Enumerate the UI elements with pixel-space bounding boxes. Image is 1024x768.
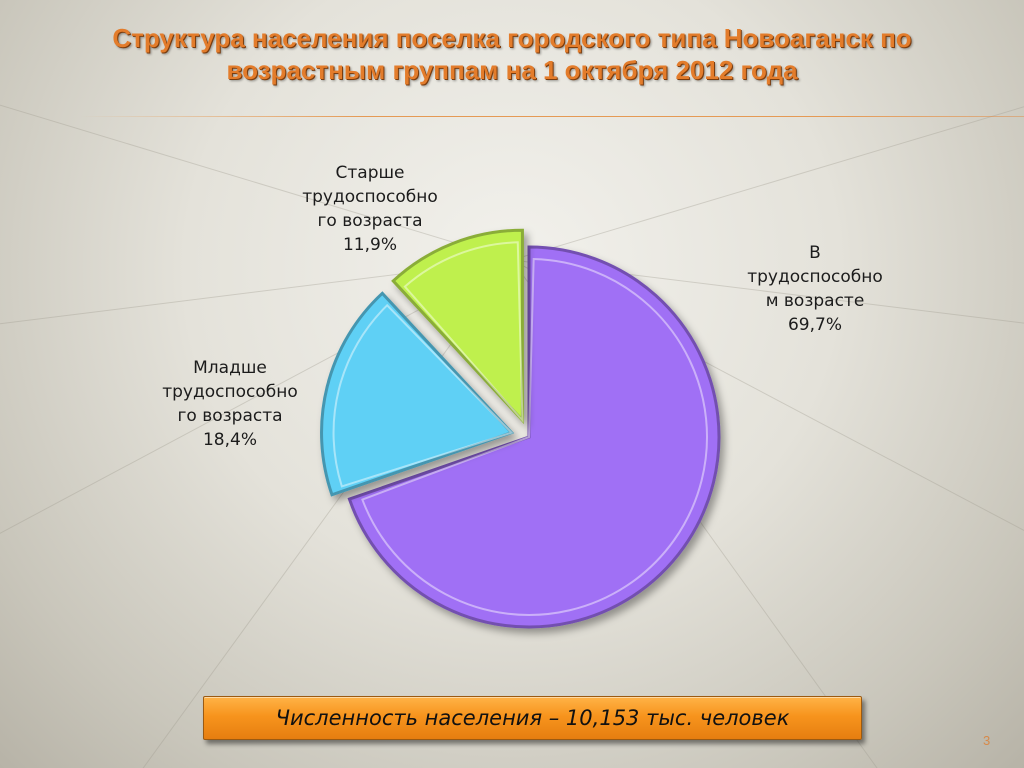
pie-slice-1 [347,245,721,629]
slice-category-label: го возраста [177,406,282,426]
slice-category-label: го возраста [317,211,422,231]
slice-category-label: трудоспособно [162,382,298,402]
pie-slice-2 [320,291,515,497]
pie-slice-bevel-3 [403,241,524,423]
slice-category-label: Старше [336,163,405,183]
slice-category-label: трудоспособно [747,267,883,287]
slice-category-label: м возрасте [766,291,865,311]
slice-value-label: 69,7% [788,315,842,335]
population-total-text: Численность населения – 10,153 тыс. чело… [275,706,790,730]
title-line-2: возрастным группам на 1 октября 2012 год… [226,55,798,85]
pie-slice-bevel-2 [332,303,514,488]
slice-value-label: 11,9% [343,235,397,255]
pie-slices [320,228,721,629]
page-number: 3 [983,733,991,748]
title-line-1: Структура населения поселка городского т… [112,23,912,53]
population-total-banner: Численность населения – 10,153 тыс. чело… [203,696,862,740]
slice-category-label: Младше [193,358,267,378]
slice-category-label: В [809,243,821,263]
slice-label-2: Младше трудоспособно го возраста 18,4% [162,358,298,450]
slice-label-3: Старше трудоспособно го возраста 11,9% [302,163,438,255]
pie-slice-3 [391,228,524,425]
title-divider [80,116,1024,117]
slice-category-label: трудоспособно [302,187,438,207]
slice-value-label: 18,4% [203,430,257,450]
pie-slice-bevel-1 [361,258,708,616]
page-title: Структура населения поселка городского т… [60,22,964,86]
